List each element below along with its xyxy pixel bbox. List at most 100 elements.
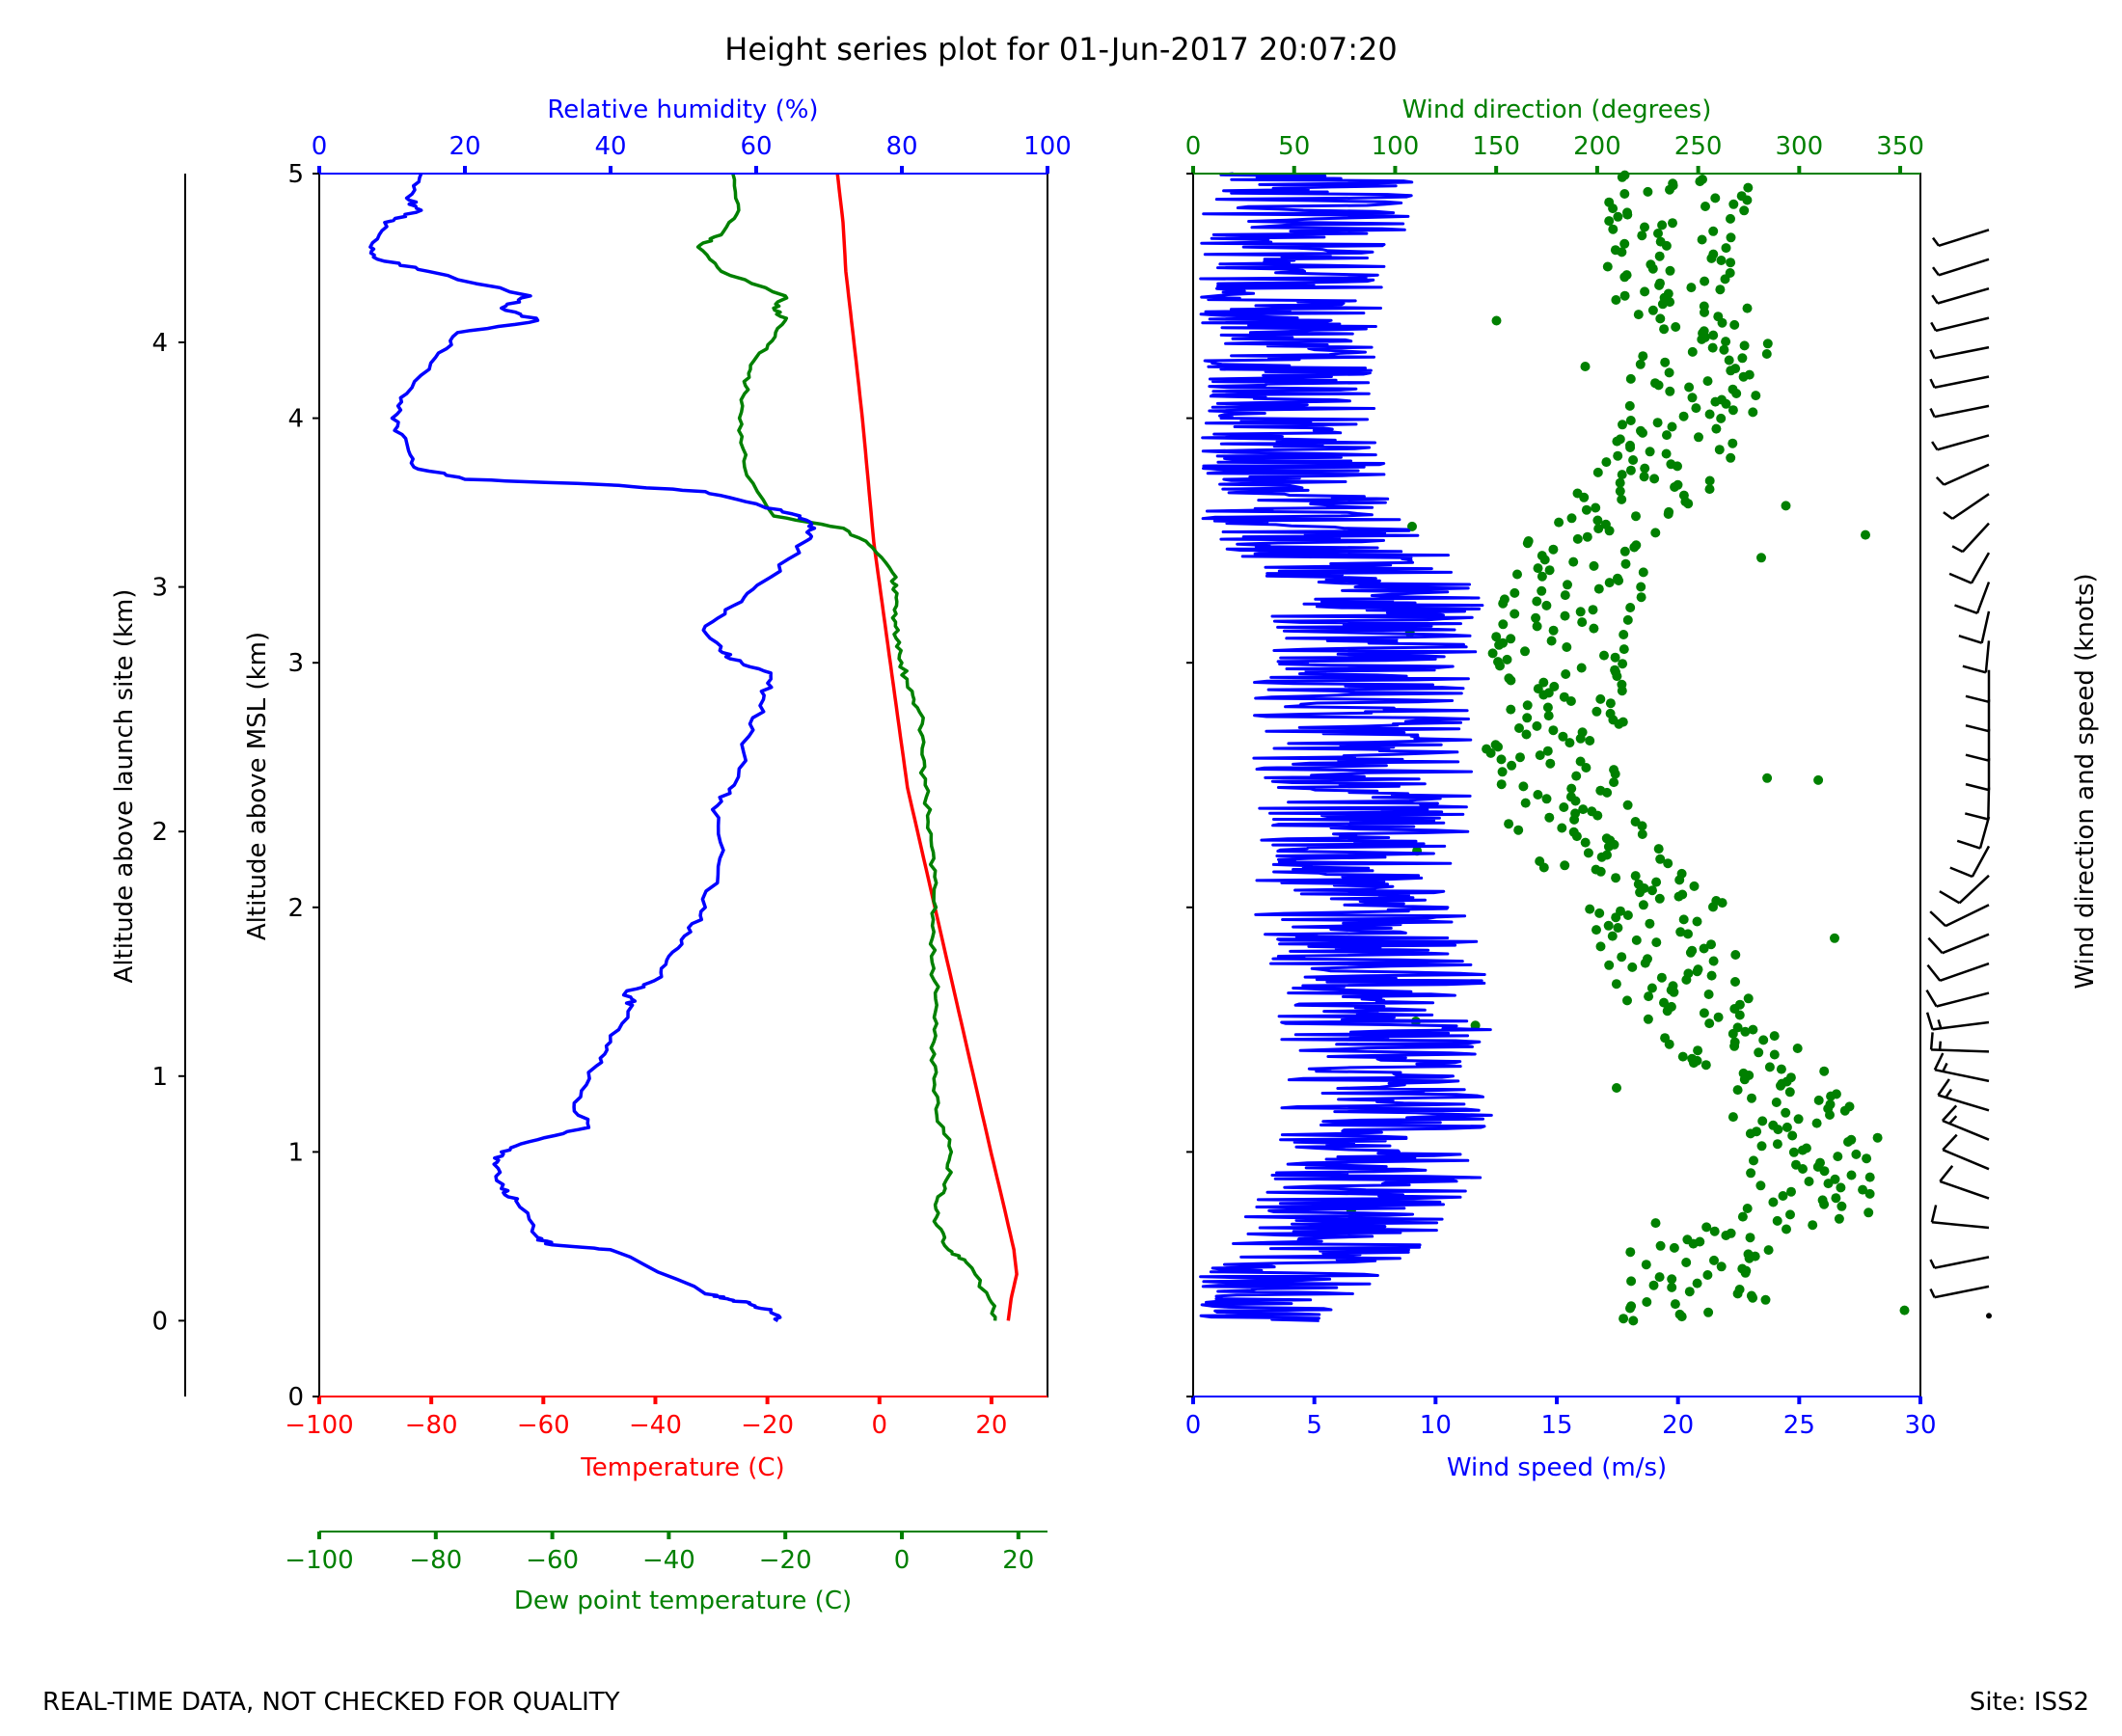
wind-direction-point bbox=[1665, 265, 1675, 276]
wind-direction-point bbox=[1589, 623, 1599, 634]
wind-direction-point bbox=[1619, 644, 1629, 655]
wind-direction-point bbox=[1740, 1026, 1751, 1037]
dewpoint-axis: −100 −80 −60 −40 −20 0 20 bbox=[285, 1532, 1034, 1575]
wind-direction-point bbox=[1577, 727, 1588, 738]
wind-speed-axis-label: Wind speed (m/s) bbox=[1447, 1453, 1667, 1482]
wind-direction-point bbox=[1836, 1182, 1846, 1193]
wind-direction-point bbox=[1815, 1157, 1825, 1168]
wind-direction-point bbox=[1515, 752, 1525, 763]
wind-direction-point bbox=[1704, 1018, 1715, 1029]
wind-barb bbox=[1929, 1256, 1990, 1269]
wind-direction-point bbox=[1609, 777, 1619, 788]
wind-direction-point bbox=[1684, 1287, 1695, 1297]
wind-direction-point bbox=[1756, 553, 1766, 563]
wind-direction-point bbox=[1655, 313, 1666, 324]
wind-direction-point bbox=[1611, 295, 1621, 305]
wind-direction-point bbox=[1682, 1234, 1693, 1245]
wind-direction-point bbox=[1793, 1114, 1804, 1125]
temperature-tick-label: 0 bbox=[871, 1411, 887, 1440]
dewpoint-tick-label: −100 bbox=[285, 1546, 353, 1575]
wind-barb bbox=[1929, 404, 1990, 419]
wind-direction-point bbox=[1708, 330, 1719, 340]
wind-direction-point bbox=[1647, 305, 1658, 315]
wind_direction-tick-label: 350 bbox=[1876, 132, 1924, 161]
wind-direction-point bbox=[1763, 1245, 1774, 1256]
wind-direction-point bbox=[1532, 596, 1542, 607]
wind-direction-point bbox=[1592, 706, 1602, 717]
wind-direction-point bbox=[1706, 970, 1717, 981]
wind-direction-point bbox=[1510, 609, 1520, 619]
wind-direction-point bbox=[1625, 440, 1635, 450]
wind-direction-point bbox=[1683, 968, 1694, 979]
wind-direction-point bbox=[1622, 910, 1633, 920]
wind-direction-point bbox=[1728, 438, 1738, 448]
wind-direction-point bbox=[1694, 432, 1703, 443]
wind-direction-point bbox=[1747, 1093, 1756, 1103]
wind-direction-point bbox=[1655, 854, 1666, 864]
wind-direction-point bbox=[1649, 474, 1660, 484]
wind-direction-point bbox=[1541, 600, 1552, 610]
wind-direction-point bbox=[1738, 1068, 1749, 1078]
wind-direction-point bbox=[1641, 1260, 1651, 1270]
wind-direction-point bbox=[1640, 222, 1649, 232]
wind-direction-point bbox=[1496, 779, 1507, 790]
wind-barb bbox=[1931, 229, 1990, 247]
wind-direction-point bbox=[1564, 738, 1575, 748]
launch-site-axis: 0 1 2 3 4 bbox=[151, 329, 185, 1336]
wind-direction-point bbox=[1659, 324, 1670, 335]
wind-direction-point bbox=[1613, 573, 1622, 583]
wind-barb bbox=[1927, 933, 1990, 955]
wind-direction-point bbox=[1758, 1035, 1769, 1045]
wind-direction-point bbox=[1583, 848, 1593, 858]
wind-direction-point bbox=[1788, 1147, 1799, 1157]
wind-direction-point bbox=[1537, 551, 1547, 561]
wind-direction-point bbox=[1687, 346, 1698, 357]
wind-direction-point bbox=[1719, 344, 1729, 355]
temperature-line bbox=[835, 173, 1019, 1321]
wind-direction-point bbox=[1566, 513, 1577, 524]
wind-barb bbox=[1926, 962, 1990, 982]
wind-direction-point bbox=[1693, 964, 1703, 975]
wind-direction-point bbox=[1785, 1209, 1795, 1220]
wind-direction-point bbox=[1645, 447, 1655, 457]
wind-direction-point bbox=[1754, 1047, 1764, 1058]
wind-direction-point bbox=[1626, 1301, 1637, 1312]
wind-direction-point bbox=[1636, 592, 1646, 603]
msl-tick-label: 0 bbox=[287, 1383, 304, 1412]
wind-direction-point bbox=[1899, 1305, 1910, 1316]
wind-direction-point bbox=[1531, 612, 1541, 623]
wind-direction-point bbox=[1730, 364, 1741, 374]
wind-direction-point bbox=[1625, 416, 1636, 425]
wind-direction-point bbox=[1801, 1143, 1811, 1153]
wind-direction-point bbox=[1654, 251, 1665, 261]
wind-barb bbox=[1939, 874, 1990, 905]
wind-direction-point bbox=[1572, 488, 1583, 499]
wind-direction-point bbox=[1560, 590, 1570, 601]
wind-direction-point bbox=[1617, 952, 1627, 963]
wind_direction-tick-label: 50 bbox=[1278, 132, 1310, 161]
wind-direction-point bbox=[1595, 785, 1606, 796]
wind-barb bbox=[1965, 728, 1991, 762]
wind_speed-tick-label: 10 bbox=[1420, 1411, 1452, 1440]
wind-direction-point bbox=[1721, 337, 1731, 347]
wind-direction-point bbox=[1636, 582, 1646, 592]
thermo-panel: 0 20 40 60 80 100 Relative humidity (%) −100−… bbox=[110, 95, 1072, 1615]
wind-direction-point bbox=[1668, 178, 1678, 189]
wind-direction-point bbox=[1830, 933, 1839, 943]
wind-direction-point bbox=[1610, 652, 1620, 663]
wind-direction-point bbox=[1522, 713, 1533, 723]
wind-direction-point bbox=[1678, 490, 1689, 501]
wind-direction-point bbox=[1791, 1159, 1801, 1170]
wind-direction-point bbox=[1633, 879, 1644, 889]
wind-barb bbox=[1931, 434, 1990, 451]
wind-direction-point bbox=[1604, 578, 1615, 588]
wind-direction-point bbox=[1625, 603, 1636, 612]
wind-direction-point bbox=[1711, 423, 1722, 434]
wind-barb bbox=[1933, 1052, 1990, 1083]
wind-direction-point bbox=[1506, 634, 1516, 644]
wind_direction-tick-label: 250 bbox=[1674, 132, 1723, 161]
wind-direction-point bbox=[1861, 529, 1870, 540]
wind-direction-point bbox=[1726, 1228, 1736, 1238]
wind-barb bbox=[1965, 669, 1991, 704]
wind-direction-point bbox=[1743, 182, 1754, 193]
